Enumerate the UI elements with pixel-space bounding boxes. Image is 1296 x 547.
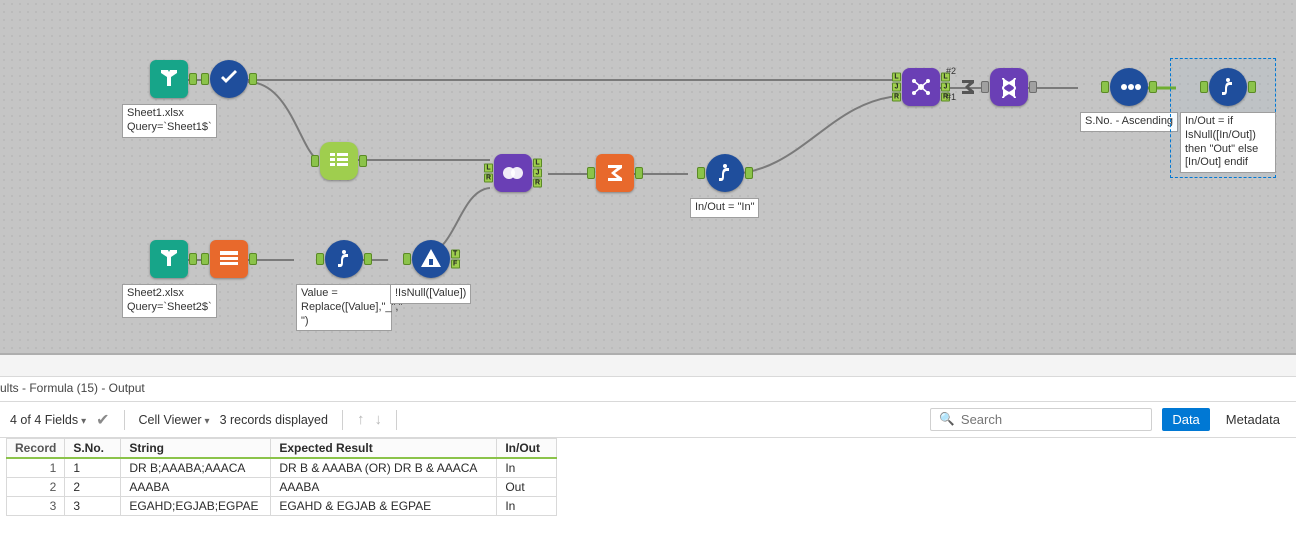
node-input2[interactable]: Sheet2.xlsx Query=`Sheet2$` — [122, 240, 217, 318]
cell[interactable]: 3 — [7, 497, 65, 516]
cell[interactable]: 2 — [7, 478, 65, 497]
pane-divider[interactable] — [0, 355, 1296, 377]
cell[interactable]: EGAHD & EGJAB & EGPAE — [271, 497, 497, 516]
node-select[interactable] — [210, 60, 248, 98]
workflow-canvas[interactable]: Sheet1.xlsx Query=`Sheet1$` LR LJR — [0, 0, 1296, 355]
formula-icon — [1209, 68, 1247, 106]
col-sno[interactable]: S.No. — [65, 439, 121, 459]
search-icon: 🔍 — [939, 412, 955, 427]
crosstab-icon — [210, 240, 248, 278]
table-header-row: Record S.No. String Expected Result In/O… — [7, 439, 557, 459]
node-input1-label: Sheet1.xlsx Query=`Sheet1$` — [122, 104, 217, 138]
cell[interactable]: 3 — [65, 497, 121, 516]
metadata-button[interactable]: Metadata — [1220, 408, 1286, 431]
col-expected[interactable]: Expected Result — [271, 439, 497, 459]
node-input1[interactable]: Sheet1.xlsx Query=`Sheet1$` — [122, 60, 217, 138]
cell[interactable]: AAABA — [271, 478, 497, 497]
cell[interactable]: 2 — [65, 478, 121, 497]
table-row[interactable]: 11DR B;AAABA;AAACADR B & AAABA (OR) DR B… — [7, 458, 557, 478]
input-data-icon — [150, 60, 188, 98]
results-title: ults - Formula (15) - Output — [0, 377, 1296, 402]
cell[interactable]: DR B;AAABA;AAACA — [121, 458, 271, 478]
col-inout[interactable]: In/Out — [497, 439, 557, 459]
join2-badge-top: #2 — [946, 66, 956, 76]
node-formula-replace[interactable]: Value = Replace([Value],"_"," ") — [296, 240, 392, 331]
join-icon: LR LJR — [494, 154, 532, 192]
input-data-icon — [150, 240, 188, 278]
join-multi-icon: LJR LJR — [902, 68, 940, 106]
sort-icon — [1110, 68, 1148, 106]
node-summarize[interactable] — [596, 154, 634, 192]
node-filter[interactable]: TF !IsNull([Value]) — [390, 240, 471, 304]
node-crosstab[interactable] — [210, 240, 248, 278]
text-to-columns-icon — [320, 142, 358, 180]
node-sort-label: S.No. - Ascending — [1080, 112, 1178, 132]
select-icon — [210, 60, 248, 98]
results-toolbar: 4 of 4 Fields▾ ✔ Cell Viewer▾ 3 records … — [0, 402, 1296, 438]
node-sort[interactable]: S.No. - Ascending — [1080, 68, 1178, 132]
node-formula-in[interactable]: In/Out = "In" — [690, 154, 759, 218]
dna-icon — [990, 68, 1028, 106]
filter-out-ports: TF — [451, 250, 460, 269]
search-box[interactable]: 🔍 — [930, 408, 1152, 431]
node-input2-label: Sheet2.xlsx Query=`Sheet2$` — [122, 284, 217, 318]
join1-r-ports: LJR — [533, 159, 542, 188]
cell[interactable]: Out — [497, 478, 557, 497]
node-dynamic-replace[interactable] — [990, 68, 1028, 106]
node-formula-in-label: In/Out = "In" — [690, 198, 759, 218]
filter-icon: TF — [412, 240, 450, 278]
cell[interactable]: In — [497, 497, 557, 516]
node-join2[interactable]: LJR LJR #2 #1 — [902, 68, 940, 106]
node-formula-final-label: In/Out = if IsNull([In/Out]) then "Out" … — [1180, 112, 1276, 173]
summarize-icon — [596, 154, 634, 192]
data-button[interactable]: Data — [1162, 408, 1209, 431]
cell[interactable]: 1 — [65, 458, 121, 478]
cell[interactable]: In — [497, 458, 557, 478]
cell[interactable]: DR B & AAABA (OR) DR B & AAACA — [271, 458, 497, 478]
cell[interactable]: AAABA — [121, 478, 271, 497]
results-table[interactable]: Record S.No. String Expected Result In/O… — [6, 438, 557, 516]
col-string[interactable]: String — [121, 439, 271, 459]
join2-badge-bot: #1 — [946, 92, 956, 102]
join2-l-ports: LJR — [892, 73, 901, 102]
formula-icon — [706, 154, 744, 192]
col-record[interactable]: Record — [7, 439, 65, 459]
join1-l-ports: LR — [484, 164, 493, 183]
check-icon[interactable]: ✔ — [96, 410, 109, 430]
cell[interactable]: EGAHD;EGJAB;EGPAE — [121, 497, 271, 516]
formula-icon — [325, 240, 363, 278]
records-summary: 3 records displayed — [220, 413, 328, 427]
node-formula-final[interactable]: In/Out = if IsNull([In/Out]) then "Out" … — [1180, 68, 1276, 173]
node-formula-replace-label: Value = Replace([Value],"_"," ") — [296, 284, 392, 331]
arrow-up-icon[interactable]: ↑ — [357, 411, 365, 428]
table-row[interactable]: 22AAABAAAABAOut — [7, 478, 557, 497]
node-join1[interactable]: LR LJR — [494, 154, 532, 192]
node-text-to-columns[interactable] — [320, 142, 358, 180]
sigma-badge-icon — [960, 78, 978, 96]
fields-summary[interactable]: 4 of 4 Fields▾ — [10, 413, 86, 427]
search-input[interactable] — [961, 412, 1143, 427]
cell-viewer[interactable]: Cell Viewer▾ — [139, 413, 210, 427]
arrow-down-icon[interactable]: ↓ — [374, 411, 382, 428]
cell[interactable]: 1 — [7, 458, 65, 478]
node-filter-label: !IsNull([Value]) — [390, 284, 471, 304]
table-row[interactable]: 33EGAHD;EGJAB;EGPAEEGAHD & EGJAB & EGPAE… — [7, 497, 557, 516]
